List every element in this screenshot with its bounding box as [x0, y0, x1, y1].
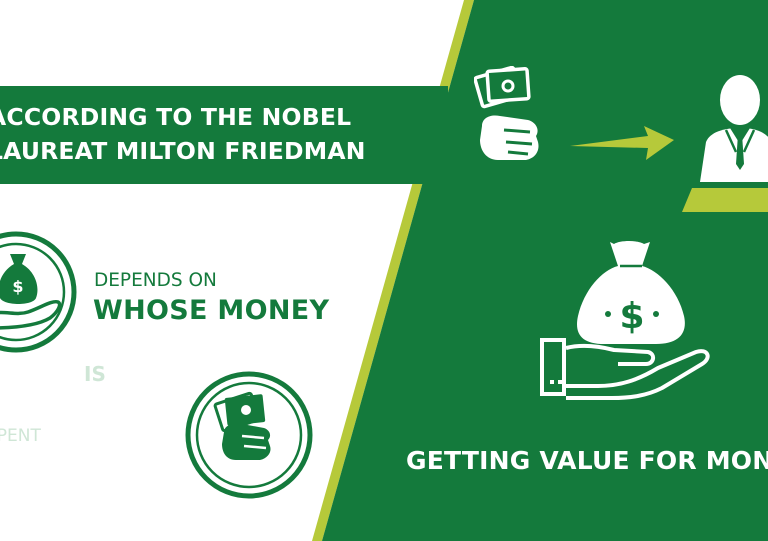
- arrow-right-icon: [570, 126, 674, 160]
- businessman-icon: [700, 75, 768, 182]
- depends-on-text: DEPENDS ON: [94, 270, 217, 291]
- banner-line-1: ACCORDING TO THE NOBEL: [0, 103, 352, 131]
- podium-stripe: [682, 188, 768, 212]
- banner-line-2: LAUREAT MILTON FRIEDMAN: [0, 137, 366, 165]
- svg-text:$: $: [619, 296, 644, 337]
- is-text: IS: [84, 362, 106, 386]
- svg-text:$: $: [12, 277, 23, 296]
- cash-hand-icon: [185, 371, 313, 499]
- money-bag-hand-icon: $: [0, 231, 77, 353]
- whose-money-text: WHOSE MONEY: [93, 295, 330, 326]
- title-banner: ACCORDING TO THE NOBEL LAUREAT MILTON FR…: [0, 86, 448, 184]
- getting-value-text: GETTING VALUE FOR MONEY: [406, 446, 768, 475]
- cash-hand-white-icon: [474, 66, 539, 160]
- dollar-bag-hand-icon: $: [540, 241, 710, 400]
